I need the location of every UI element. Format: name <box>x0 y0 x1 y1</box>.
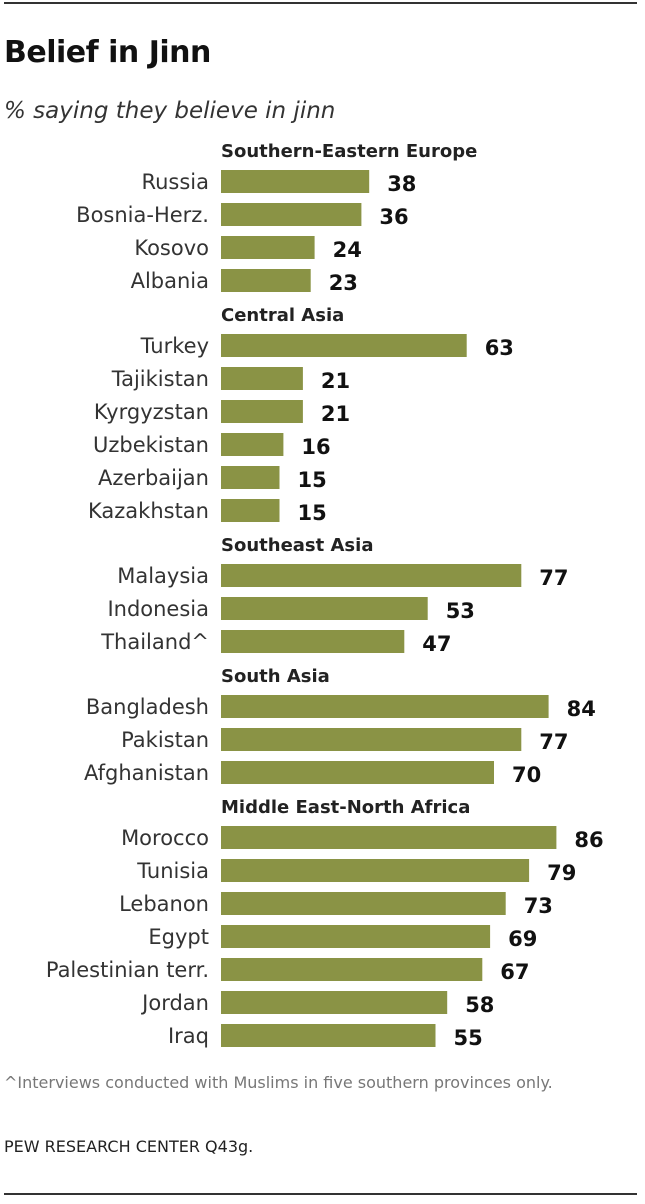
value-label: 24 <box>333 238 362 262</box>
category-label: Morocco <box>121 826 209 850</box>
value-label: 84 <box>567 697 596 721</box>
value-label: 16 <box>301 435 330 459</box>
category-label: Tajikistan <box>111 367 209 391</box>
value-label: 69 <box>508 927 537 951</box>
bar <box>221 761 494 784</box>
category-label: Egypt <box>148 925 209 949</box>
category-label: Tunisia <box>136 859 209 883</box>
category-label: Uzbekistan <box>93 433 209 457</box>
bar <box>221 334 467 357</box>
value-label: 77 <box>539 730 568 754</box>
category-label: Jordan <box>140 991 209 1015</box>
group-label: Central Asia <box>221 305 344 326</box>
source-note: PEW RESEARCH CENTER Q43g. <box>4 1137 254 1156</box>
category-label: Thailand^ <box>100 630 209 654</box>
bottom-rule <box>4 1193 637 1195</box>
group-label: Middle East-North Africa <box>221 797 470 818</box>
bar <box>221 400 303 423</box>
bar <box>221 892 506 915</box>
category-label: Bangladesh <box>86 695 209 719</box>
category-label: Palestinian terr. <box>46 958 209 982</box>
value-label: 15 <box>298 468 327 492</box>
value-label: 67 <box>500 960 529 984</box>
value-label: 70 <box>512 763 541 787</box>
category-label: Turkey <box>140 334 209 358</box>
value-label: 58 <box>465 993 494 1017</box>
bar <box>221 499 280 522</box>
category-label: Lebanon <box>119 892 209 916</box>
value-label: 53 <box>446 599 475 623</box>
value-label: 15 <box>298 501 327 525</box>
bar <box>221 564 522 587</box>
bar <box>221 695 549 718</box>
value-label: 21 <box>321 369 350 393</box>
bar <box>221 859 530 882</box>
chart-subtitle: % saying they believe in jinn <box>4 98 336 124</box>
category-label: Russia <box>141 170 209 194</box>
bar <box>221 597 428 620</box>
bar <box>221 203 362 226</box>
bar <box>221 728 522 751</box>
category-label: Kosovo <box>134 236 209 260</box>
category-label: Afghanistan <box>84 761 209 785</box>
category-label: Azerbaijan <box>98 466 209 490</box>
top-rule <box>4 2 637 4</box>
bar-chart: Southern-Eastern Europe Russia 38 Bosnia-He… <box>46 141 604 1050</box>
bar <box>221 367 303 390</box>
bar <box>221 433 284 456</box>
bar <box>221 630 405 653</box>
bar <box>221 925 491 948</box>
category-label: Kazakhstan <box>88 499 209 523</box>
value-label: 73 <box>524 894 553 918</box>
bar <box>221 991 448 1014</box>
category-label: Malaysia <box>117 564 209 588</box>
value-label: 77 <box>539 566 568 590</box>
bar <box>221 236 315 259</box>
value-label: 38 <box>387 172 416 196</box>
category-label: Bosnia-Herz. <box>76 203 209 227</box>
group-label: South Asia <box>221 666 330 687</box>
value-label: 86 <box>574 828 603 852</box>
value-label: 23 <box>329 271 358 295</box>
category-label: Kyrgyzstan <box>94 400 209 424</box>
category-label: Indonesia <box>107 597 209 621</box>
bar <box>221 466 280 489</box>
value-label: 55 <box>454 1026 483 1050</box>
value-label: 79 <box>547 861 576 885</box>
value-label: 21 <box>321 402 350 426</box>
chart-title: Belief in Jinn <box>4 35 211 70</box>
group-label: Southern-Eastern Europe <box>221 141 477 162</box>
footnote: ^Interviews conducted with Muslims in fi… <box>4 1073 553 1092</box>
category-label: Albania <box>131 269 209 293</box>
value-label: 36 <box>379 205 408 229</box>
category-label: Pakistan <box>121 728 209 752</box>
value-label: 47 <box>422 632 451 656</box>
category-label: Iraq <box>168 1024 209 1048</box>
bar <box>221 958 483 981</box>
bar <box>221 170 370 193</box>
bar <box>221 1024 436 1047</box>
value-label: 63 <box>485 336 514 360</box>
group-label: Southeast Asia <box>221 535 373 556</box>
bar <box>221 826 557 849</box>
bar <box>221 269 311 292</box>
